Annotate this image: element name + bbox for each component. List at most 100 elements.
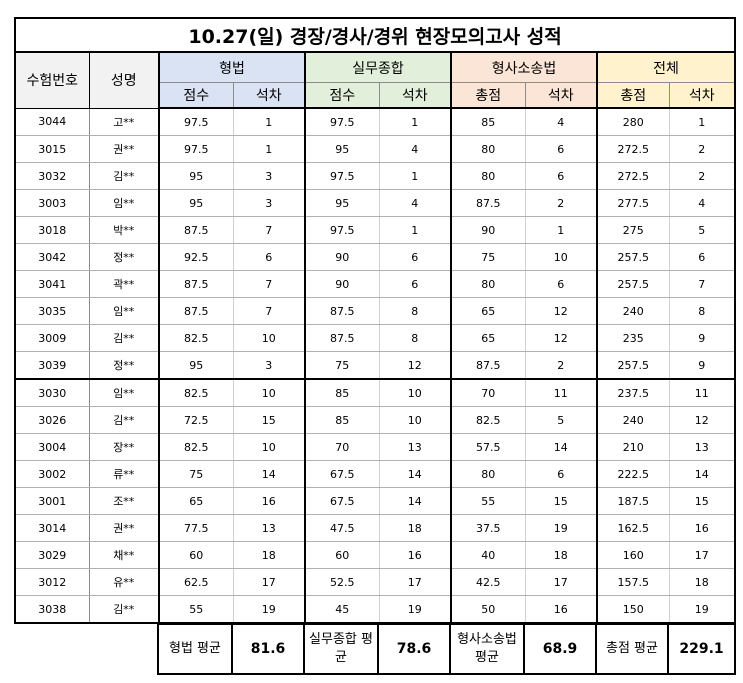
cell-rank: 4 (669, 189, 737, 217)
cell-score: 95 (305, 189, 380, 217)
cell-score: 272.5 (597, 162, 670, 190)
cell-rank: 17 (669, 541, 737, 569)
cell-score: 97.5 (159, 108, 234, 136)
cell-score: 157.5 (597, 568, 670, 596)
cell-rank: 6 (669, 243, 737, 271)
cell-score: 90 (305, 243, 380, 271)
cell-name: 김** (88, 324, 160, 352)
cell-score: 67.5 (305, 487, 380, 515)
table-row: 3014 권** 77.5 13 47.5 18 37.5 19 162.5 16 (14, 514, 737, 542)
cell-rank: 3 (233, 162, 306, 190)
cell-score: 50 (451, 595, 526, 624)
cell-rank: 18 (669, 568, 737, 596)
cell-score: 97.5 (159, 135, 234, 163)
cell-rank: 4 (379, 189, 452, 217)
table-row: 3026 김** 72.5 15 85 10 82.5 5 240 12 (14, 406, 737, 434)
table-row: 3003 임** 95 3 95 4 87.5 2 277.5 4 (14, 189, 737, 217)
cell-score: 257.5 (597, 270, 670, 298)
cell-name: 박** (88, 216, 160, 244)
cell-rank: 14 (379, 487, 452, 515)
cell-rank: 14 (525, 433, 598, 461)
cell-rank: 16 (669, 514, 737, 542)
cell-score: 80 (451, 460, 526, 488)
cell-rank: 14 (379, 460, 452, 488)
cell-rank: 4 (525, 108, 598, 136)
cell-exam-id: 3009 (14, 324, 89, 352)
cell-rank: 3 (233, 189, 306, 217)
cell-score: 272.5 (597, 135, 670, 163)
cell-score: 90 (305, 270, 380, 298)
table-row: 3032 김** 95 3 97.5 1 80 6 272.5 2 (14, 162, 737, 190)
cell-rank: 6 (525, 162, 598, 190)
header-name: 성명 (88, 51, 160, 109)
cell-exam-id: 3041 (14, 270, 89, 298)
cell-rank: 14 (669, 460, 737, 488)
summary-label-practice: 실무종합 평균 (303, 623, 379, 675)
summary-label-criminal-procedure: 형사소송법 평균 (449, 623, 525, 675)
header-sub-rank: 석차 (233, 82, 305, 109)
cell-rank: 3 (233, 351, 306, 380)
cell-exam-id: 3042 (14, 243, 89, 271)
cell-rank: 1 (525, 216, 598, 244)
cell-rank: 17 (233, 568, 306, 596)
summary-value-total: 229.1 (667, 623, 736, 675)
cell-rank: 10 (379, 379, 452, 407)
cell-name: 김** (88, 406, 160, 434)
cell-rank: 12 (379, 351, 452, 380)
table-row: 3039 정** 95 3 75 12 87.5 2 257.5 9 (14, 351, 737, 380)
cell-rank: 1 (669, 108, 737, 136)
cell-score: 75 (159, 460, 234, 488)
cell-name: 권** (88, 135, 160, 163)
cell-exam-id: 3039 (14, 351, 89, 380)
cell-score: 52.5 (305, 568, 380, 596)
cell-rank: 10 (233, 433, 306, 461)
cell-score: 150 (597, 595, 670, 624)
cell-rank: 2 (669, 162, 737, 190)
cell-rank: 13 (669, 433, 737, 461)
cell-score: 72.5 (159, 406, 234, 434)
cell-score: 95 (159, 189, 234, 217)
cell-rank: 7 (669, 270, 737, 298)
cell-score: 87.5 (159, 216, 234, 244)
cell-rank: 5 (669, 216, 737, 244)
cell-rank: 8 (379, 297, 452, 325)
table-row: 3009 김** 82.5 10 87.5 8 65 12 235 9 (14, 324, 737, 352)
cell-rank: 4 (379, 135, 452, 163)
cell-rank: 11 (669, 379, 737, 407)
cell-exam-id: 3029 (14, 541, 89, 569)
header-group-criminal-law: 형법 (158, 51, 305, 83)
cell-score: 85 (305, 406, 380, 434)
cell-score: 82.5 (159, 324, 234, 352)
cell-rank: 5 (525, 406, 598, 434)
cell-score: 87.5 (305, 297, 380, 325)
cell-name: 채** (88, 541, 160, 569)
cell-score: 235 (597, 324, 670, 352)
cell-score: 97.5 (305, 108, 380, 136)
cell-rank: 1 (379, 108, 452, 136)
cell-rank: 13 (379, 433, 452, 461)
cell-score: 75 (451, 243, 526, 271)
cell-rank: 18 (379, 514, 452, 542)
cell-score: 162.5 (597, 514, 670, 542)
cell-score: 65 (451, 297, 526, 325)
cell-rank: 19 (233, 595, 306, 624)
cell-score: 80 (451, 162, 526, 190)
cell-rank: 15 (525, 487, 598, 515)
cell-exam-id: 3038 (14, 595, 89, 624)
cell-rank: 8 (669, 297, 737, 325)
cell-score: 82.5 (451, 406, 526, 434)
header-sub-score: 점수 (304, 82, 380, 109)
cell-score: 80 (451, 135, 526, 163)
cell-score: 87.5 (159, 270, 234, 298)
summary-label-total: 총점 평균 (595, 623, 669, 675)
table-row: 3029 채** 60 18 60 16 40 18 160 17 (14, 541, 737, 569)
cell-name: 임** (88, 297, 160, 325)
cell-exam-id: 3035 (14, 297, 89, 325)
cell-rank: 1 (379, 162, 452, 190)
cell-rank: 19 (669, 595, 737, 624)
summary-value-criminal-procedure: 68.9 (523, 623, 597, 675)
cell-score: 37.5 (451, 514, 526, 542)
cell-rank: 10 (233, 324, 306, 352)
cell-name: 임** (88, 189, 160, 217)
cell-score: 80 (451, 270, 526, 298)
